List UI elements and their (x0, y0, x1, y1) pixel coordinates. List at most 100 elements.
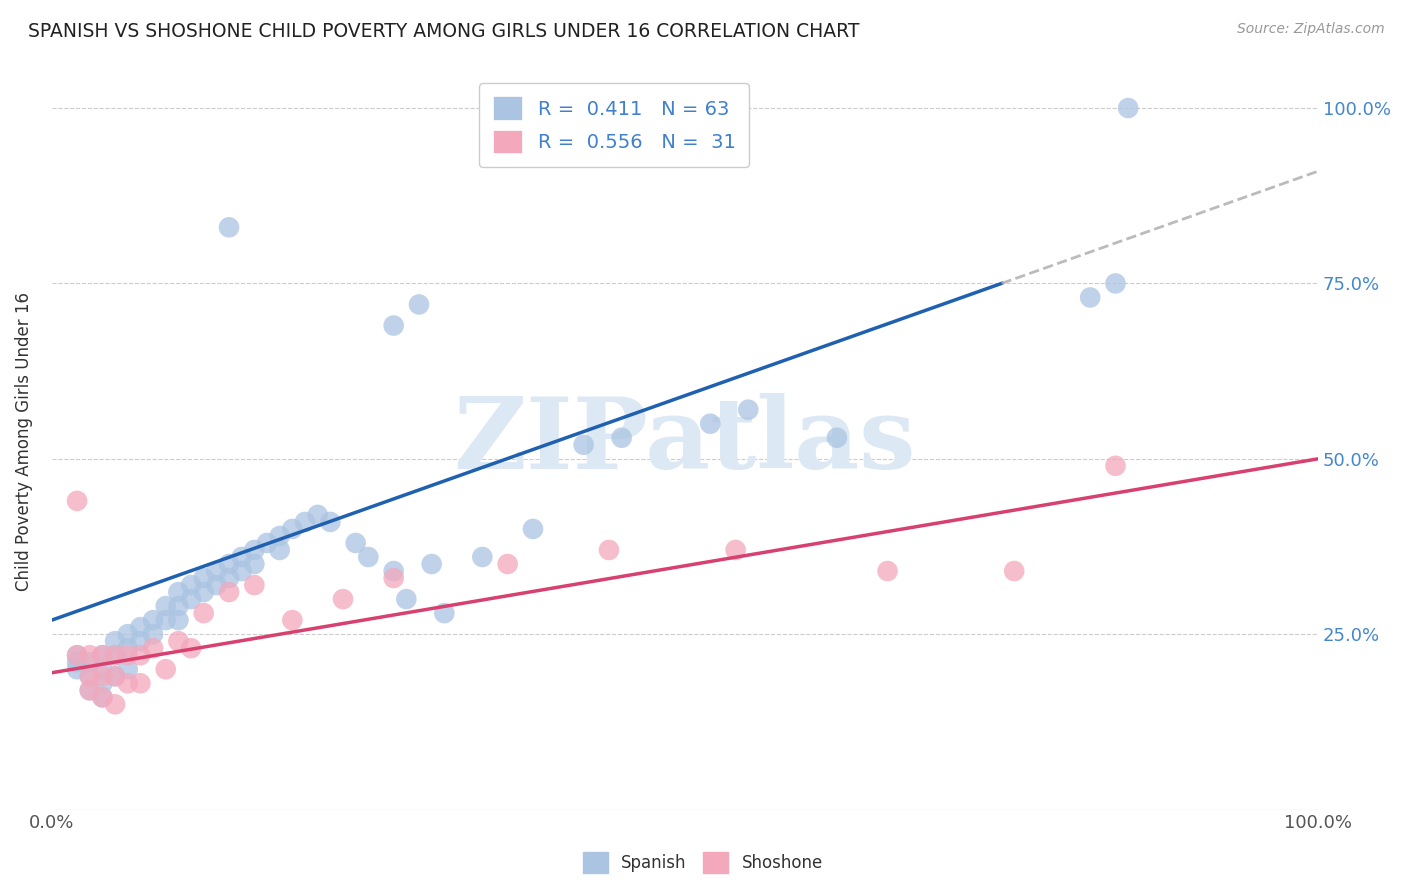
Point (193, 606, 215, 620)
Point (129, 620, 152, 634)
Point (1104, 277, 1126, 291)
Point (129, 634, 152, 648)
Point (180, 578, 202, 592)
Point (269, 543, 291, 558)
Point (167, 585, 190, 599)
Point (79, 683, 101, 698)
Point (167, 634, 190, 648)
Point (91, 690, 114, 705)
Point (724, 543, 747, 558)
Point (294, 515, 316, 529)
Point (408, 297, 430, 311)
Point (193, 571, 215, 585)
Point (91, 690, 114, 705)
Point (117, 641, 139, 656)
Point (79, 683, 101, 698)
Point (91, 648, 114, 663)
Point (344, 536, 367, 550)
Point (205, 578, 228, 592)
Point (91, 676, 114, 690)
Point (91, 662, 114, 676)
Point (243, 543, 266, 558)
Point (825, 431, 848, 445)
Point (104, 648, 127, 663)
Point (218, 571, 240, 585)
Point (79, 669, 101, 683)
Point (382, 318, 405, 333)
Point (218, 557, 240, 571)
Point (142, 627, 165, 641)
Point (66, 648, 89, 663)
Point (737, 402, 759, 417)
Point (357, 549, 380, 564)
Point (117, 662, 139, 676)
Point (243, 557, 266, 571)
Point (142, 613, 165, 627)
Point (395, 592, 418, 607)
Point (180, 592, 202, 607)
Point (104, 669, 127, 683)
Point (167, 613, 190, 627)
Point (420, 557, 443, 571)
Point (155, 613, 177, 627)
Point (433, 606, 456, 620)
Point (104, 648, 127, 663)
Point (231, 549, 253, 564)
Point (129, 676, 152, 690)
Point (382, 564, 405, 578)
Point (66, 494, 89, 508)
Text: SPANISH VS SHOSHONE CHILD POVERTY AMONG GIRLS UNDER 16 CORRELATION CHART: SPANISH VS SHOSHONE CHILD POVERTY AMONG … (28, 22, 859, 41)
Point (256, 536, 278, 550)
Point (243, 578, 266, 592)
Point (193, 585, 215, 599)
Point (598, 543, 620, 558)
Point (91, 648, 114, 663)
Point (129, 648, 152, 663)
Legend: R =  0.411   N = 63, R =  0.556   N =  31: R = 0.411 N = 63, R = 0.556 N = 31 (479, 83, 749, 167)
Point (104, 698, 127, 712)
Point (269, 529, 291, 543)
Point (231, 564, 253, 578)
Point (66, 655, 89, 669)
Point (610, 431, 633, 445)
Point (572, 438, 595, 452)
Point (382, 571, 405, 585)
Point (1116, 101, 1139, 115)
Point (876, 564, 898, 578)
Point (104, 634, 127, 648)
Point (218, 220, 240, 235)
Text: Source: ZipAtlas.com: Source: ZipAtlas.com (1237, 22, 1385, 37)
Point (91, 669, 114, 683)
Point (496, 557, 519, 571)
Point (281, 522, 304, 536)
Point (79, 648, 101, 663)
Point (319, 515, 342, 529)
Point (79, 655, 101, 669)
Point (471, 549, 494, 564)
Text: ZIPatlas: ZIPatlas (454, 392, 917, 490)
Point (104, 669, 127, 683)
Y-axis label: Child Poverty Among Girls Under 16: Child Poverty Among Girls Under 16 (15, 292, 32, 591)
Point (155, 662, 177, 676)
Point (66, 648, 89, 663)
Point (699, 417, 721, 431)
Point (142, 641, 165, 656)
Point (307, 508, 329, 522)
Point (117, 676, 139, 690)
Point (205, 564, 228, 578)
Point (180, 641, 202, 656)
Point (218, 585, 240, 599)
Legend: Spanish, Shoshone: Spanish, Shoshone (576, 846, 830, 880)
Point (117, 627, 139, 641)
Point (79, 669, 101, 683)
Point (1078, 290, 1101, 304)
Point (522, 522, 544, 536)
Point (281, 613, 304, 627)
Point (155, 599, 177, 613)
Point (1104, 458, 1126, 473)
Point (1002, 564, 1025, 578)
Point (332, 592, 354, 607)
Point (117, 648, 139, 663)
Point (167, 599, 190, 613)
Point (66, 662, 89, 676)
